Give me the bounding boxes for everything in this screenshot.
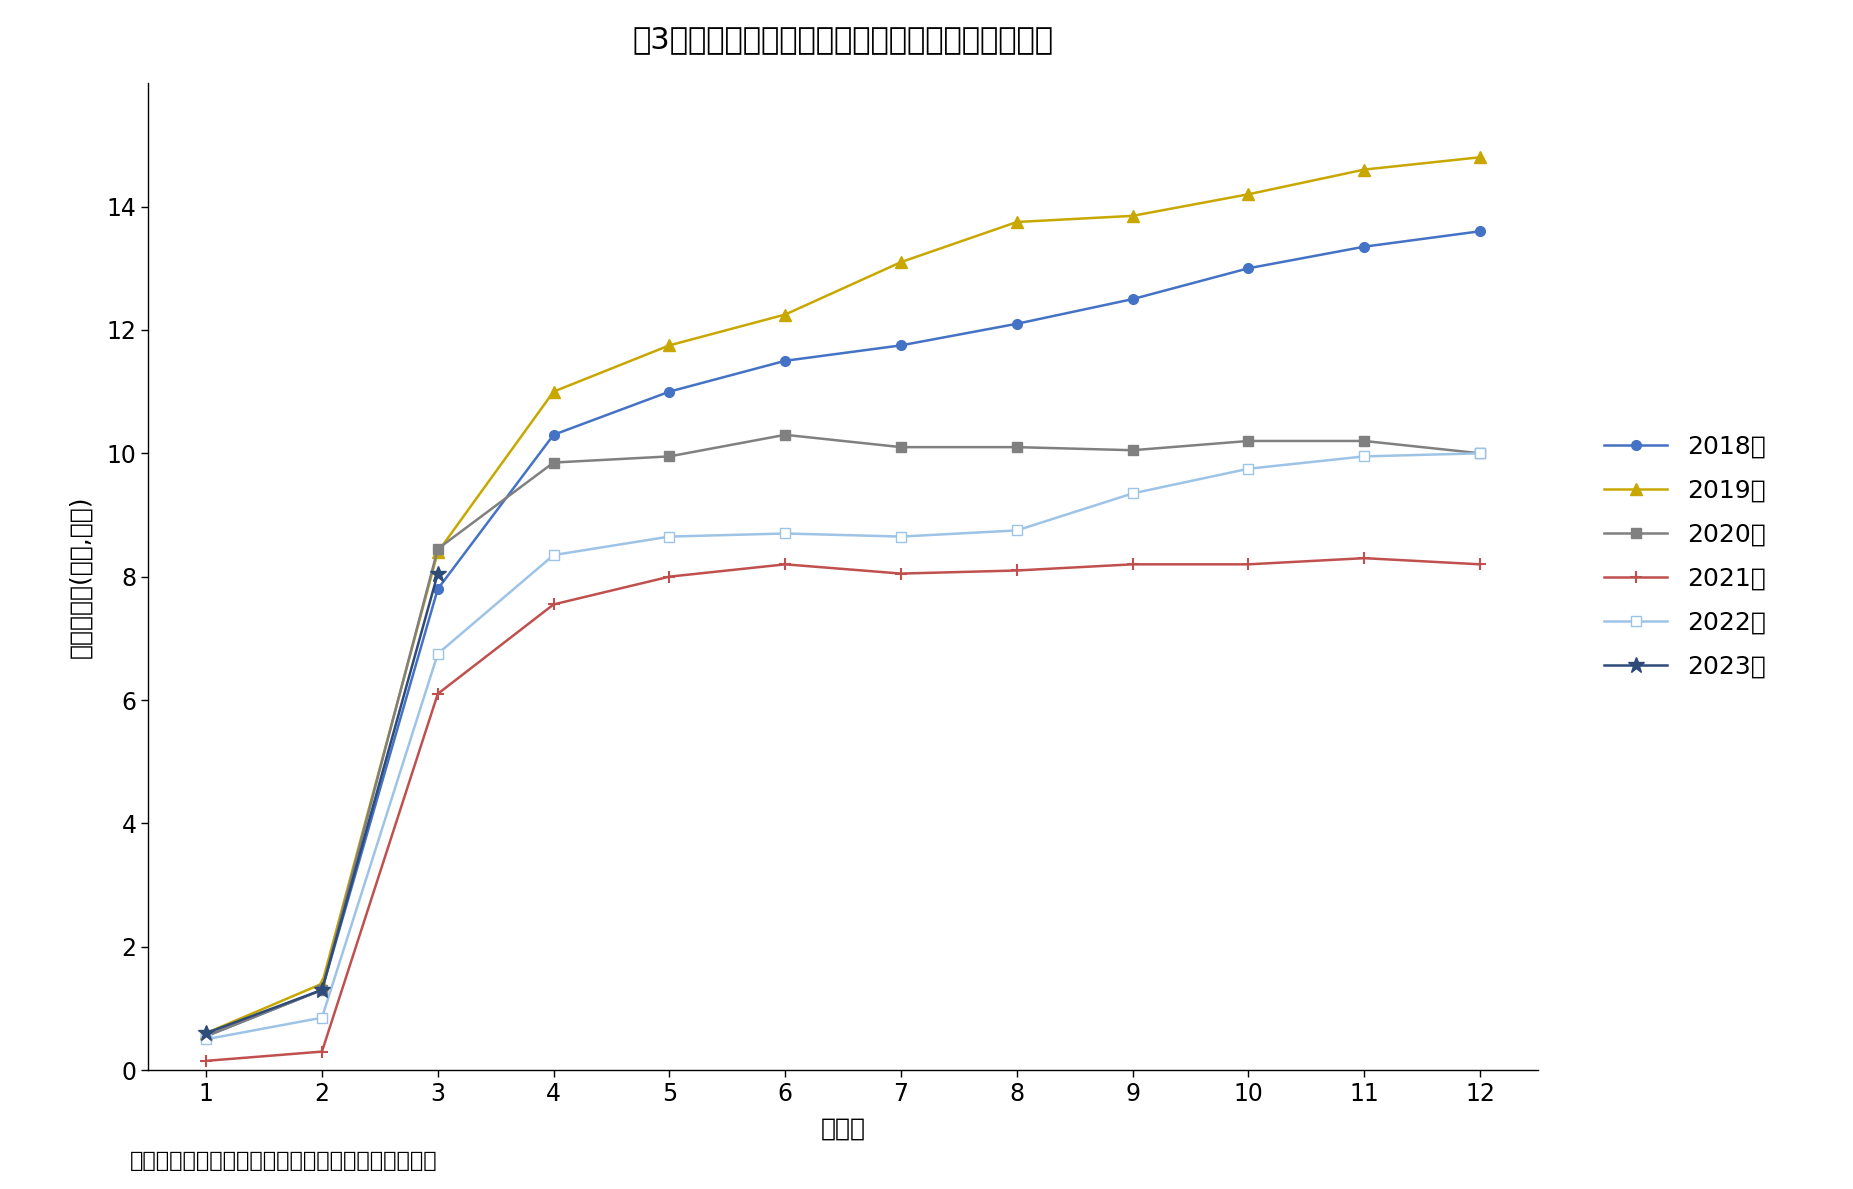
2020年 (775, 428, 797, 442)
2021年 (1469, 558, 1492, 572)
Line: 2019年: 2019年 (200, 152, 1486, 1039)
2023年 (311, 983, 334, 998)
2022年 (543, 548, 565, 562)
Title: 図3　地方から東京圈への転入超過数（月次累計）: 図3 地方から東京圈への転入超過数（月次累計） (632, 25, 1054, 55)
2021年 (1121, 558, 1143, 572)
2018年 (889, 338, 912, 352)
2023年 (195, 1026, 217, 1040)
2020年 (1353, 434, 1375, 448)
Line: 2023年: 2023年 (198, 565, 447, 1042)
2020年 (1121, 443, 1143, 458)
2019年 (543, 384, 565, 398)
2018年 (1353, 239, 1375, 253)
2018年 (1469, 225, 1492, 239)
2018年 (426, 581, 448, 596)
Line: 2020年: 2020年 (202, 430, 1484, 1042)
2022年 (1353, 449, 1375, 464)
2022年 (1006, 523, 1028, 537)
2020年 (889, 440, 912, 454)
2022年 (195, 1032, 217, 1046)
2019年 (889, 254, 912, 269)
2021年 (1238, 558, 1260, 572)
2020年 (658, 449, 680, 464)
Line: 2021年: 2021年 (200, 552, 1486, 1067)
2020年 (1469, 446, 1492, 460)
2019年 (1238, 187, 1260, 201)
2021年 (1353, 551, 1375, 565)
2019年 (658, 338, 680, 352)
2018年 (658, 384, 680, 398)
2021年 (311, 1044, 334, 1058)
2022年 (658, 529, 680, 543)
2019年 (311, 976, 334, 990)
2018年 (543, 428, 565, 442)
2018年 (1238, 262, 1260, 276)
2020年 (1006, 440, 1028, 454)
Y-axis label: 転入超過数(万人,累計): 転入超過数(万人,累計) (69, 496, 93, 658)
Line: 2018年: 2018年 (202, 226, 1484, 1042)
2018年 (195, 1028, 217, 1043)
2021年 (195, 1053, 217, 1068)
2020年 (311, 983, 334, 998)
2018年 (1006, 316, 1028, 331)
2021年 (426, 687, 448, 702)
2018年 (775, 353, 797, 367)
2022年 (1469, 446, 1492, 460)
2019年 (1006, 215, 1028, 229)
2019年 (1469, 150, 1492, 164)
2022年 (1238, 461, 1260, 476)
2019年 (1121, 209, 1143, 224)
2020年 (543, 455, 565, 470)
2018年 (311, 983, 334, 998)
Line: 2022年: 2022年 (202, 448, 1484, 1044)
2023年 (426, 566, 448, 580)
2022年 (889, 529, 912, 543)
2021年 (658, 570, 680, 584)
2019年 (426, 545, 448, 559)
2020年 (426, 542, 448, 556)
2018年 (1121, 292, 1143, 307)
2019年 (1353, 163, 1375, 177)
Legend: 2018年, 2019年, 2020年, 2021年, 2022年, 2023年: 2018年, 2019年, 2020年, 2021年, 2022年, 2023年 (1594, 424, 1775, 688)
2021年 (543, 597, 565, 611)
2020年 (1238, 434, 1260, 448)
X-axis label: （月）: （月） (821, 1116, 865, 1141)
2022年 (775, 527, 797, 541)
2021年 (1006, 564, 1028, 578)
2019年 (195, 1026, 217, 1040)
2021年 (775, 558, 797, 572)
2022年 (311, 1011, 334, 1025)
2022年 (426, 647, 448, 661)
Text: 出所：総務省統計局「住民基本台帳人口移動報告」: 出所：総務省統計局「住民基本台帳人口移動報告」 (130, 1151, 437, 1171)
2020年 (195, 1028, 217, 1043)
2019年 (775, 308, 797, 322)
2022年 (1121, 486, 1143, 501)
2021年 (889, 566, 912, 580)
